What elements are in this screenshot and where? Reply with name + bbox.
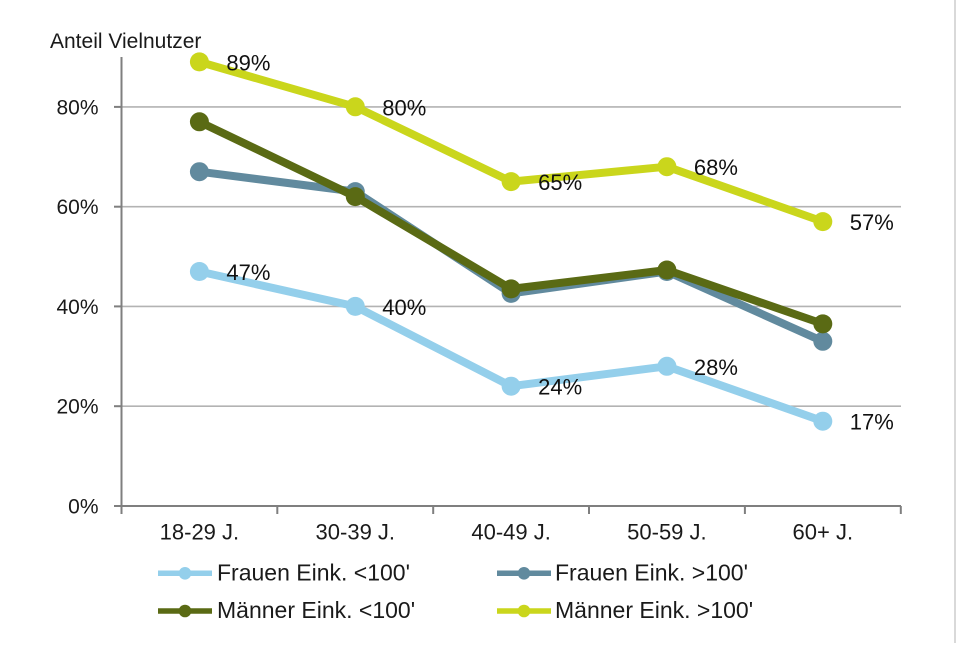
svg-text:60+ J.: 60+ J. <box>793 520 854 545</box>
svg-text:80%: 80% <box>56 96 98 119</box>
svg-text:0%: 0% <box>68 496 98 519</box>
svg-text:Anteil Vielnutzer: Anteil Vielnutzer <box>50 30 201 53</box>
svg-text:40%: 40% <box>382 295 426 320</box>
svg-text:89%: 89% <box>226 50 270 75</box>
svg-text:28%: 28% <box>694 355 738 380</box>
svg-text:68%: 68% <box>694 155 738 180</box>
svg-text:17%: 17% <box>850 410 894 435</box>
svg-text:30-39 J.: 30-39 J. <box>316 520 396 545</box>
svg-text:80%: 80% <box>382 95 426 120</box>
svg-text:47%: 47% <box>226 260 270 285</box>
svg-text:Männer Eink. >100': Männer Eink. >100' <box>555 597 753 623</box>
svg-text:18-29 J.: 18-29 J. <box>160 520 240 545</box>
svg-text:Männer Eink. <100': Männer Eink. <100' <box>217 597 415 623</box>
svg-text:Frauen Eink. <100': Frauen Eink. <100' <box>217 559 410 585</box>
svg-text:24%: 24% <box>538 375 582 400</box>
svg-text:Frauen Eink. >100': Frauen Eink. >100' <box>555 559 748 585</box>
svg-text:50-59 J.: 50-59 J. <box>627 520 707 545</box>
svg-text:40%: 40% <box>56 296 98 319</box>
svg-text:60%: 60% <box>56 196 98 219</box>
svg-text:65%: 65% <box>538 170 582 195</box>
svg-text:20%: 20% <box>56 396 98 419</box>
svg-text:40-49 J.: 40-49 J. <box>471 520 551 545</box>
svg-text:57%: 57% <box>850 210 894 235</box>
